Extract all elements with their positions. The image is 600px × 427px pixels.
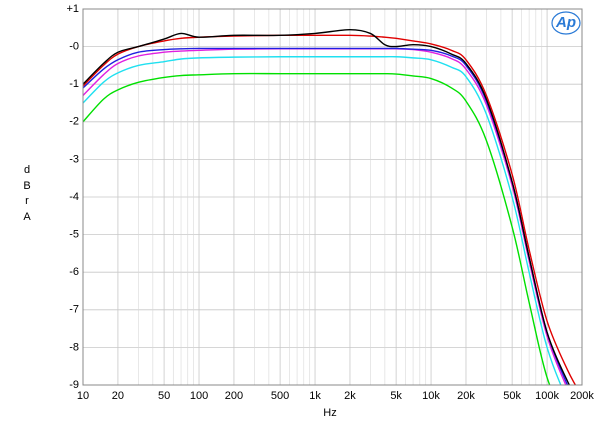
y-tick-label: -6 <box>69 266 79 278</box>
x-tick-label: 5k <box>390 390 402 402</box>
series-line <box>83 48 567 385</box>
series-line <box>83 34 577 385</box>
x-tick-label: 100k <box>535 390 559 402</box>
x-tick-label: 20k <box>457 390 475 402</box>
series-line <box>83 47 569 385</box>
y-tick-label: -4 <box>69 191 79 203</box>
x-tick-label: 10 <box>77 390 89 402</box>
x-tick-label: 20 <box>112 390 124 402</box>
series-line <box>83 28 571 385</box>
y-tick-label: -8 <box>69 341 79 353</box>
x-tick-label: 200k <box>570 390 594 402</box>
y-tick-label: -0 <box>69 41 79 53</box>
x-tick-label: 10k <box>422 390 440 402</box>
y-tick-label: -9 <box>69 379 79 391</box>
y-axis-label: dBr A <box>23 164 32 223</box>
x-tick-label: 100 <box>190 390 208 402</box>
x-axis-label: Hz <box>323 407 336 419</box>
y-tick-label: -3 <box>69 153 79 165</box>
y-tick-label: -5 <box>69 229 79 241</box>
logo-ring <box>551 11 581 35</box>
series-line <box>83 55 562 385</box>
y-tick-label: -2 <box>69 116 79 128</box>
y-tick-label: +1 <box>66 3 79 15</box>
logo: Ap <box>555 14 576 31</box>
plot-frame <box>82 8 583 386</box>
x-tick-label: 2k <box>344 390 356 402</box>
y-tick-label: -7 <box>69 304 79 316</box>
series-line <box>83 72 551 385</box>
x-tick-label: 200 <box>225 390 243 402</box>
x-tick-label: 500 <box>271 390 289 402</box>
y-tick-label: -1 <box>69 78 79 90</box>
x-tick-label: 50k <box>503 390 521 402</box>
x-tick-label: 50 <box>158 390 170 402</box>
x-tick-label: 1k <box>309 390 321 402</box>
